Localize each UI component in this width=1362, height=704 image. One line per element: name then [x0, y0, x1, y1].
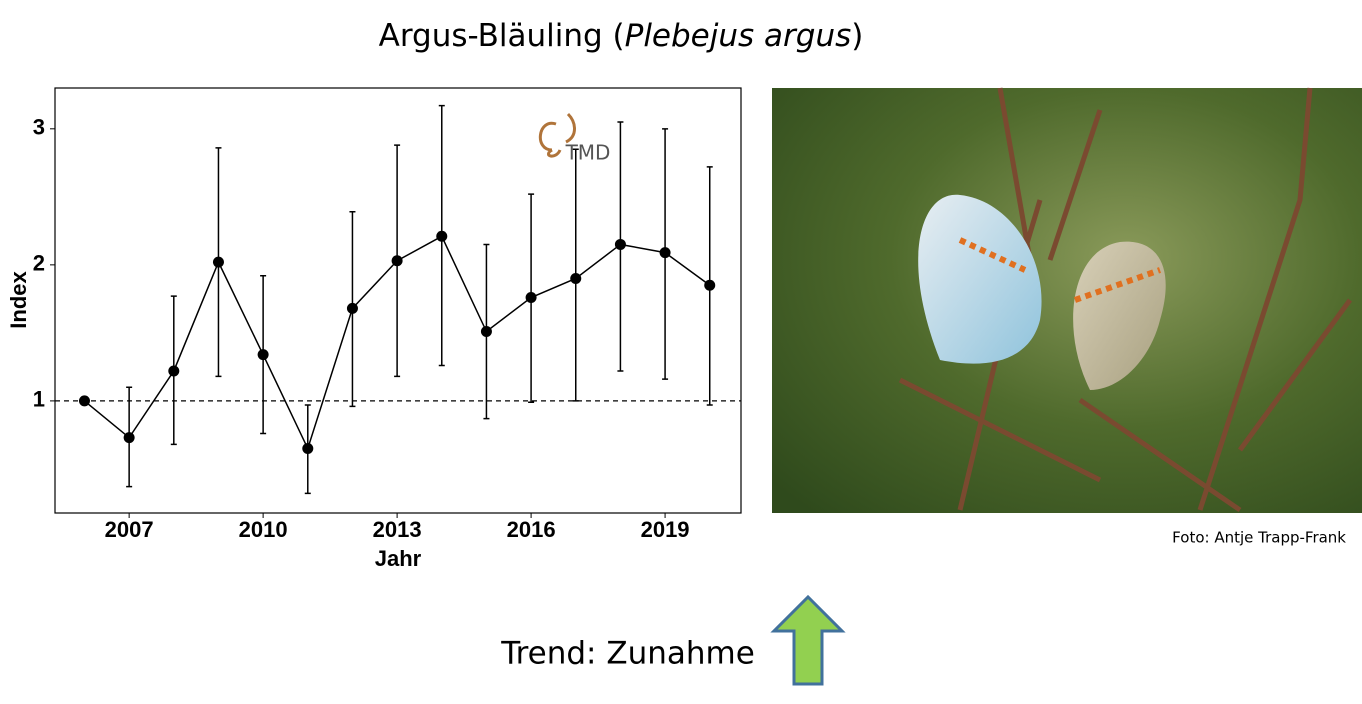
point	[659, 247, 671, 259]
title-species: Plebejus argus	[625, 18, 852, 54]
photo-background	[772, 88, 1362, 513]
logo-text: TMD	[565, 141, 611, 165]
y-tick-label: 1	[33, 387, 45, 412]
trend-label: Trend: Zunahme	[500, 636, 755, 672]
x-tick-label: 2013	[373, 517, 422, 542]
photo	[772, 87, 1362, 513]
point	[212, 256, 224, 268]
point	[525, 292, 537, 304]
point	[123, 432, 135, 444]
y-axis-label: Index	[6, 271, 31, 329]
title-text: )	[851, 18, 863, 54]
point	[614, 238, 626, 250]
point	[168, 365, 180, 377]
trend-arrow	[770, 594, 846, 686]
title: Argus-Bläuling (Plebejus argus)	[379, 18, 864, 54]
point	[78, 395, 90, 407]
y-tick-label: 2	[33, 251, 45, 276]
wing-pattern	[958, 237, 1161, 303]
point	[704, 279, 716, 291]
point	[257, 349, 269, 361]
x-tick-label: 2019	[641, 517, 690, 542]
photo-credit: Foto: Antje Trapp-Frank	[1172, 529, 1346, 547]
x-tick-label: 2010	[239, 517, 288, 542]
y-tick-label: 3	[33, 115, 45, 140]
x-tick-label: 2016	[507, 517, 556, 542]
logo-icon	[538, 112, 576, 158]
title-text: Argus-Bläuling (	[379, 18, 625, 54]
x-axis-label: Jahr	[375, 546, 422, 571]
point	[570, 272, 582, 284]
plot-frame	[54, 87, 742, 514]
point	[436, 230, 448, 242]
point	[391, 255, 403, 267]
point	[302, 443, 314, 455]
point	[346, 302, 358, 314]
point	[480, 326, 492, 338]
x-tick-label: 2007	[105, 517, 154, 542]
chart: TMD Jahr Index 1 2 3 2007 2010 2013 2016 2019	[6, 87, 742, 571]
butterfly-left	[918, 194, 1042, 364]
logo: TMD	[538, 112, 611, 165]
